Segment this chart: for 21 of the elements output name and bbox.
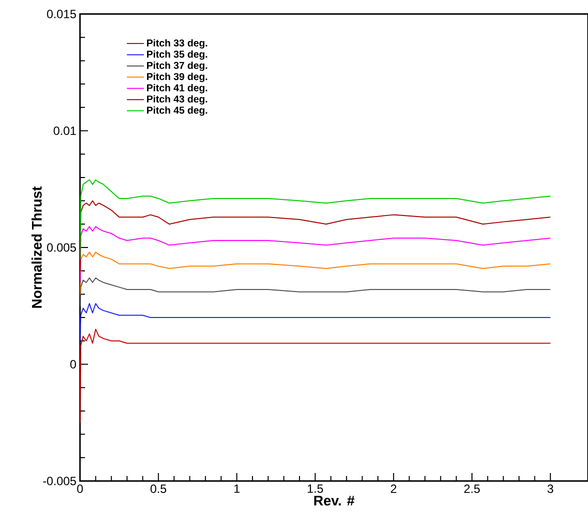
- y-tick-label: 0.01: [54, 126, 76, 135]
- y-tick-label: -0.005: [43, 476, 76, 486]
- legend-label: Pitch 43 deg.: [147, 95, 208, 105]
- legend-label: Pitch 45 deg.: [147, 106, 208, 116]
- x-tick-label: 1: [234, 484, 240, 493]
- legend-label: Pitch 33 deg.: [147, 39, 208, 49]
- y-tick-label: 0: [70, 360, 76, 368]
- legend-label: Pitch 41 deg.: [147, 84, 208, 94]
- y-tick-label: 0.005: [47, 243, 76, 252]
- x-tick-label: 3: [548, 484, 554, 493]
- x-tick-label: 2.5: [464, 484, 480, 493]
- y-tick-label: 0.015: [47, 10, 76, 18]
- x-tick-label: 0.5: [150, 484, 166, 493]
- x-tick-label: 0: [77, 484, 83, 493]
- legend-label: Pitch 39 deg.: [147, 72, 208, 82]
- x-axis-title: Rev. #: [314, 496, 354, 506]
- y-axis-title: Normalized Thrust: [31, 186, 42, 308]
- legend-label: Pitch 35 deg.: [147, 50, 208, 60]
- x-tick-label: 1.5: [308, 484, 323, 493]
- legend-label: Pitch 37 deg.: [147, 62, 208, 71]
- x-tick-label: 2: [390, 484, 396, 493]
